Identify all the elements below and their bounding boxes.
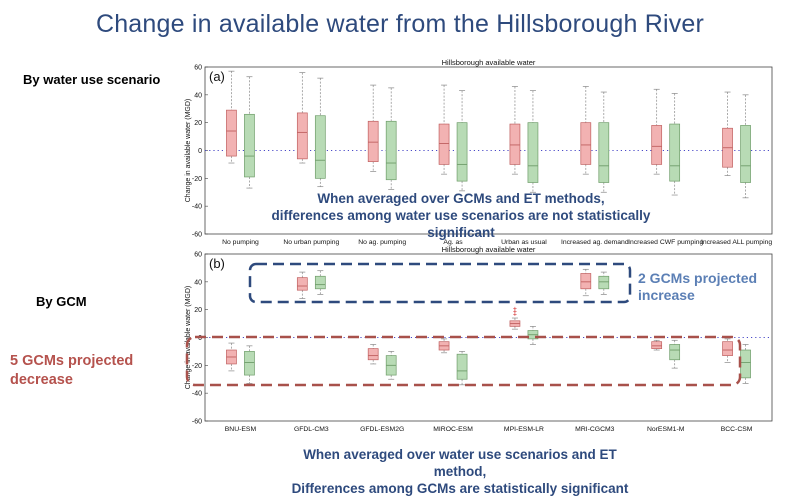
panel-label: (a) [209, 69, 225, 84]
box-iqr [367, 120, 379, 162]
box-iqr [669, 123, 681, 182]
chart-panel-a: Hillsborough available water Change in av… [185, 58, 773, 246]
y-tick-label: -60 [192, 232, 202, 239]
note-bottom-line-3: Differences among GCMs are statistically… [291, 481, 629, 496]
note-top-line-3: significant [427, 225, 495, 240]
label-by-water-use: By water use scenario [23, 72, 161, 87]
y-tick-label: -60 [192, 419, 202, 426]
box-iqr [226, 109, 237, 157]
y-tick-label: 40 [194, 92, 202, 99]
outlier-marker: + [513, 311, 517, 318]
box-iqr [740, 349, 751, 379]
box-iqr [527, 122, 539, 183]
x-tick-label: BCC-CSM [721, 426, 753, 433]
box-iqr [314, 115, 326, 179]
y-axis-label: Change in available water (MGD) [185, 99, 192, 203]
y-tick-label: 20 [194, 120, 202, 127]
x-tick-label: No ag. pumping [358, 239, 406, 246]
outlier-marker: + [513, 309, 517, 316]
box-iqr [580, 273, 592, 290]
x-tick-label: Ag. as [443, 239, 463, 246]
box-iqr [296, 277, 308, 291]
x-tick-label: MPI-ESM-LR [504, 426, 544, 433]
y-tick-label: 60 [194, 65, 202, 72]
x-tick-label: MRI-CGCM3 [575, 426, 614, 433]
note-top-line-1: When averaged over GCMs and ET methods, [317, 191, 605, 206]
callout-decrease-line-2: decrease [10, 372, 73, 388]
box-iqr [669, 344, 681, 361]
x-tick-label: BNU-ESM [225, 426, 257, 433]
y-tick-label: 0 [198, 335, 202, 342]
box-iqr [651, 125, 663, 165]
y-tick-label: 60 [194, 252, 202, 259]
callout-increase-line-1: 2 GCMs projected [638, 270, 758, 286]
x-tick-label: Increased ALL pumping [701, 239, 772, 246]
y-tick-label: -40 [192, 204, 202, 211]
box-iqr [740, 125, 751, 183]
box-iqr [509, 123, 521, 165]
box-iqr [244, 113, 255, 178]
y-axis-label: Change in available water (MGD) [185, 286, 192, 390]
x-tick-label: NorESM1-M [647, 426, 685, 433]
y-tick-label: -40 [192, 391, 202, 398]
box-iqr [438, 123, 450, 165]
chart-title: Hillsborough available water [442, 58, 536, 67]
panel-label: (b) [209, 256, 225, 271]
callout-decrease-line-1: 5 GCMs projected [10, 353, 134, 369]
box-iqr [456, 122, 468, 182]
box-iqr [580, 122, 592, 165]
note-bottom-line-1: When averaged over water use scenarios a… [303, 447, 617, 462]
box-iqr [385, 120, 397, 181]
callout-increase-line-2: increase [638, 287, 695, 303]
y-tick-label: 40 [194, 279, 202, 286]
x-tick-label: MIROC-ESM [433, 426, 473, 433]
x-tick-label: Increased CWF pumping [628, 239, 703, 246]
box-iqr [456, 353, 468, 380]
y-tick-label: 0 [198, 148, 202, 155]
y-tick-label: -20 [192, 363, 202, 370]
note-bottom-line-2: method, [433, 464, 487, 479]
box-iqr [314, 275, 326, 290]
outlier-marker: + [513, 306, 517, 313]
x-tick-label: GFDL-ESM2G [360, 426, 404, 433]
box-iqr [598, 275, 610, 290]
slide-title: Change in available water from the Hills… [95, 10, 705, 38]
x-tick-label: Increased ag. demand [561, 239, 629, 246]
box-iqr [296, 112, 308, 160]
x-tick-label: No pumping [222, 239, 259, 246]
callout-increase: 2 GCMs projected increase [638, 270, 778, 304]
x-tick-label: Urban as usual [501, 239, 547, 246]
box-iqr [244, 351, 255, 376]
label-by-gcm: By GCM [36, 294, 87, 309]
x-tick-label: GFDL-CM3 [294, 426, 329, 433]
box-iqr [651, 341, 663, 349]
x-tick-label: No urban pumping [283, 239, 339, 246]
chart-title: Hillsborough available water [442, 245, 536, 254]
note-gcms: When averaged over water use scenarios a… [250, 446, 670, 497]
y-tick-label: -20 [192, 176, 202, 183]
note-top-line-2: differences among water use scenarios ar… [271, 208, 651, 223]
callout-decrease: 5 GCMs projected decrease [10, 352, 170, 390]
box-iqr [367, 348, 379, 361]
note-water-use-scenarios: When averaged over GCMs and ET methods, … [266, 190, 656, 241]
box-iqr [722, 341, 733, 356]
box-iqr [598, 122, 610, 183]
y-tick-label: 20 [194, 307, 202, 314]
